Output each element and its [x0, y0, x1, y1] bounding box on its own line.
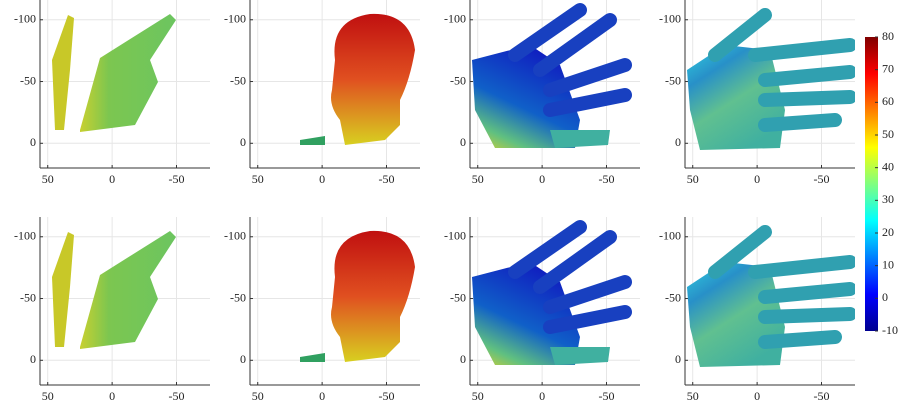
colorbar-tick-label: 20 — [882, 225, 894, 239]
colorbar — [865, 37, 878, 331]
x-tick-label: -50 — [814, 172, 830, 186]
x-tick-label: -50 — [379, 172, 395, 186]
y-tick-label: 0 — [675, 352, 681, 366]
y-tick-label: 0 — [675, 135, 681, 149]
y-tick-label: -50 — [450, 73, 466, 87]
surfaces — [52, 10, 850, 367]
y-tick-label: 0 — [460, 135, 466, 149]
colorbar-tick-label: -10 — [882, 323, 898, 337]
x-tick-label: -50 — [169, 172, 185, 186]
y-tick-label: -100 — [224, 229, 246, 243]
x-tick-label: 50 — [42, 172, 54, 186]
surface — [687, 15, 850, 150]
x-tick-label: -50 — [814, 389, 830, 403]
colorbar-tick-label: 50 — [882, 127, 894, 141]
y-tick-label: -100 — [444, 12, 466, 26]
x-tick-label: 0 — [754, 389, 760, 403]
colorbar-tick-label: 40 — [882, 159, 894, 173]
y-tick-label: -50 — [230, 73, 246, 87]
x-tick-label: 50 — [42, 389, 54, 403]
surface — [687, 232, 850, 367]
surface — [300, 13, 415, 146]
colorbar-tick-label: 80 — [882, 29, 894, 43]
surface — [300, 230, 415, 362]
y-tick-label: 0 — [460, 352, 466, 366]
x-tick-label: 50 — [252, 172, 264, 186]
axes-layer: 50 0 -50 -100 -50 0 50 0 -50 -100 -50 0 50 0 -50 -100 -5… — [14, 0, 855, 403]
x-tick-label: 50 — [252, 389, 264, 403]
surface — [52, 231, 176, 349]
surface — [472, 10, 625, 148]
x-tick-label: 0 — [539, 172, 545, 186]
y-tick-label: 0 — [240, 352, 246, 366]
x-tick-label: 0 — [109, 172, 115, 186]
y-tick-label: -100 — [14, 12, 36, 26]
colorbar-ticks: -10 0 10 20 30 40 50 60 70 80 — [875, 29, 898, 337]
y-tick-label: -50 — [20, 290, 36, 304]
colorbar-tick-label: 70 — [882, 61, 894, 75]
y-tick-label: -50 — [665, 73, 681, 87]
y-tick-label: -100 — [659, 12, 681, 26]
x-tick-label: 0 — [109, 389, 115, 403]
x-tick-label: 0 — [319, 172, 325, 186]
x-tick-label: 50 — [472, 389, 484, 403]
y-tick-label: 0 — [240, 135, 246, 149]
surface — [52, 14, 176, 132]
colorbar-tick-label: 60 — [882, 94, 894, 108]
x-tick-label: 0 — [319, 389, 325, 403]
y-tick-label: -50 — [230, 290, 246, 304]
y-tick-label: -100 — [659, 229, 681, 243]
y-tick-label: 0 — [30, 352, 36, 366]
colorbar-tick-label: 0 — [882, 290, 888, 304]
colorbar-tick-label: 10 — [882, 257, 894, 271]
y-tick-label: -100 — [14, 229, 36, 243]
y-tick-label: 0 — [30, 135, 36, 149]
y-tick-label: -50 — [665, 290, 681, 304]
x-tick-label: -50 — [379, 389, 395, 403]
x-tick-label: 0 — [539, 389, 545, 403]
x-tick-label: 50 — [687, 389, 699, 403]
x-tick-label: -50 — [169, 389, 185, 403]
y-tick-label: -50 — [20, 73, 36, 87]
surface — [472, 227, 625, 365]
x-tick-label: 0 — [754, 172, 760, 186]
colorbar-tick-label: 30 — [882, 192, 894, 206]
x-tick-label: 50 — [687, 172, 699, 186]
y-tick-label: -100 — [444, 229, 466, 243]
y-tick-label: -100 — [224, 12, 246, 26]
x-tick-label: -50 — [599, 172, 615, 186]
x-tick-label: -50 — [599, 389, 615, 403]
x-tick-label: 50 — [472, 172, 484, 186]
y-tick-label: -50 — [450, 290, 466, 304]
